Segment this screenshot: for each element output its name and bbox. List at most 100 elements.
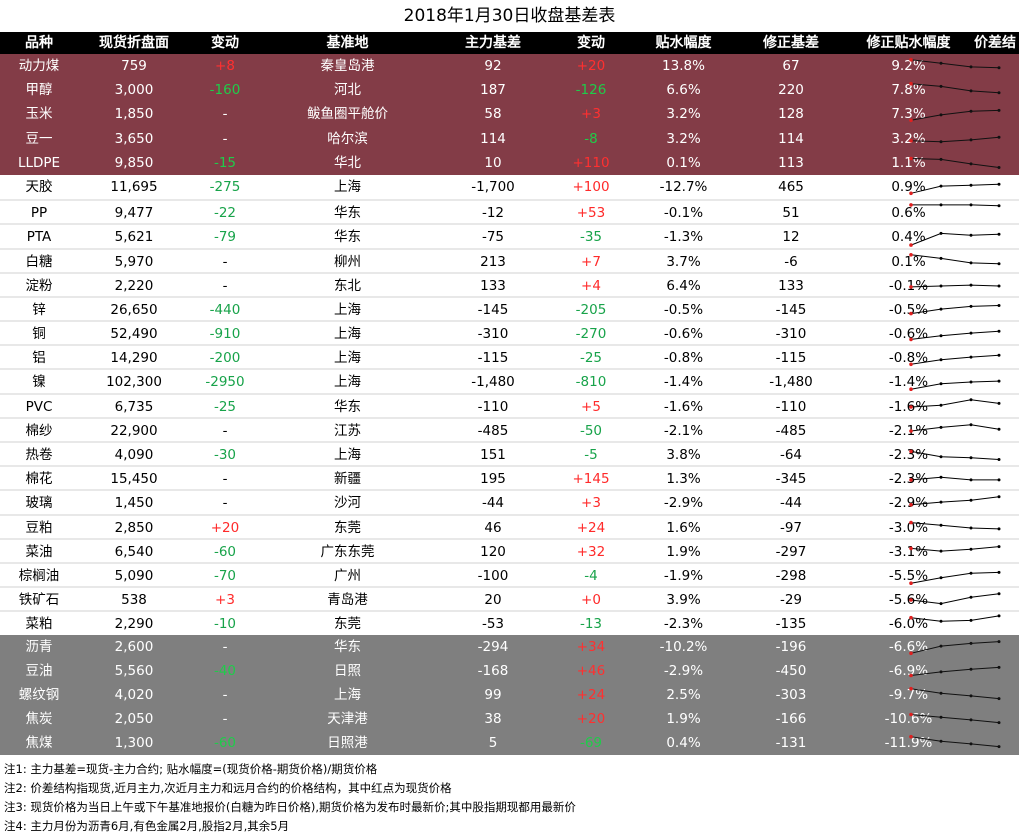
cell-location: 鲅鱼圈平舱价 bbox=[307, 106, 388, 123]
header-structure: 价差结构 bbox=[974, 35, 1016, 73]
cell-variety: LLDPE bbox=[17, 154, 61, 171]
cell-spot: 14,290 bbox=[110, 350, 158, 367]
cell-spot-change: -440 bbox=[209, 301, 241, 318]
cell-location: 东北 bbox=[334, 277, 361, 294]
cell-adj-discount: -2.9% bbox=[888, 495, 929, 512]
contract-price-dot bbox=[997, 261, 1001, 265]
cell-adj-basis: 12 bbox=[782, 229, 800, 246]
cell-adj-discount: -11.9% bbox=[884, 735, 933, 752]
footnotes: 注1: 主力基差=现货-主力合约; 贴水幅度=(现货价格-期货价格)/期货价格 … bbox=[0, 760, 1019, 836]
cell-basis: -1,700 bbox=[471, 178, 515, 195]
cell-spot-change: -2950 bbox=[205, 374, 245, 391]
cell-discount: -12.7% bbox=[659, 178, 708, 195]
cell-location: 上海 bbox=[334, 301, 361, 318]
cell-adj-discount: -0.6% bbox=[888, 326, 929, 343]
table-row: 菜粕 2,290 -10 东莞 -53 -13 -2.3% -135 -6.0% bbox=[0, 610, 1019, 635]
contract-price-dot bbox=[969, 110, 973, 114]
cell-location: 沙河 bbox=[334, 495, 361, 512]
cell-variety: PP bbox=[30, 205, 48, 222]
contract-price-dot bbox=[939, 358, 943, 362]
cell-basis: -12 bbox=[481, 205, 505, 222]
cell-spot: 102,300 bbox=[106, 374, 162, 391]
sparkline-line bbox=[910, 59, 1000, 69]
contract-price-dot bbox=[939, 475, 943, 479]
cell-variety: 甲醇 bbox=[25, 82, 53, 99]
cell-spot-change: -160 bbox=[209, 82, 241, 99]
cell-adj-basis: -131 bbox=[775, 735, 807, 752]
sparkline-line bbox=[910, 304, 1000, 314]
cell-spot: 11,695 bbox=[110, 178, 158, 195]
cell-discount: -10.2% bbox=[659, 638, 708, 655]
cell-spot: 4,090 bbox=[114, 447, 154, 463]
cell-basis-change: -25 bbox=[579, 350, 603, 367]
cell-location: 华北 bbox=[334, 154, 361, 171]
cell-adj-basis: -166 bbox=[775, 711, 807, 728]
contract-price-dot bbox=[969, 571, 973, 575]
cell-discount: -0.6% bbox=[663, 326, 704, 343]
table-row: 铜 52,490 -910 上海 -310 -270 -0.6% -310 -0.6% bbox=[0, 320, 1019, 345]
sparkline-line bbox=[910, 284, 1000, 288]
cell-adj-basis: 220 bbox=[778, 82, 804, 99]
cell-variety: 螺纹钢 bbox=[18, 686, 60, 703]
cell-location: 上海 bbox=[334, 326, 361, 343]
cell-variety: 铜 bbox=[32, 326, 46, 343]
cell-discount: -2.3% bbox=[663, 616, 704, 633]
cell-adj-basis: 465 bbox=[778, 178, 804, 195]
contract-price-dot bbox=[969, 595, 973, 599]
table-row: 动力煤 759 +8 秦皇岛港 92 +20 13.8% 67 9.2% bbox=[0, 54, 1019, 79]
cell-basis-change: +4 bbox=[581, 277, 601, 294]
price-structure-sparkline bbox=[909, 665, 1001, 677]
header-adj-basis: 修正基差 bbox=[763, 35, 819, 51]
cell-basis-change: +3 bbox=[581, 106, 601, 123]
cell-basis: 46 bbox=[484, 519, 502, 536]
cell-adj-discount: -6.6% bbox=[888, 638, 929, 655]
price-structure-sparkline bbox=[909, 57, 1001, 70]
price-structure-sparkline bbox=[909, 329, 1001, 342]
header-location: 基准地 bbox=[326, 35, 369, 51]
table-row: 白糖 5,970 - 柳州 213 +7 3.7% -6 0.1% bbox=[0, 247, 1019, 272]
sparkline-line bbox=[910, 157, 1000, 168]
cell-adj-basis: -303 bbox=[775, 686, 807, 703]
cell-variety: 棉花 bbox=[25, 471, 53, 488]
cell-discount: 3.2% bbox=[666, 130, 701, 147]
cell-basis-change: -5 bbox=[584, 447, 598, 463]
table-row: 热卷 4,090 -30 上海 151 -5 3.8% -64 -2.3% bbox=[0, 441, 1019, 466]
cell-discount: 6.4% bbox=[666, 277, 701, 294]
note-1: 注1: 主力基差=现货-主力合约; 贴水幅度=(现货价格-期货价格)/期货价格 bbox=[4, 762, 378, 776]
header-basis-change: 变动 bbox=[577, 35, 605, 51]
spot-price-dot bbox=[909, 243, 913, 248]
sparkline-line bbox=[910, 666, 1000, 676]
cell-basis-change: +46 bbox=[576, 662, 606, 679]
price-structure-sparkline bbox=[909, 592, 1001, 606]
table-row: 棉纱 22,900 - 江苏 -485 -50 -2.1% -485 -2.1% bbox=[0, 416, 1019, 441]
spot-price-dot bbox=[909, 478, 913, 482]
cell-discount: 13.8% bbox=[662, 58, 705, 74]
cell-discount: -2.1% bbox=[663, 422, 704, 439]
spot-price-dot bbox=[909, 651, 913, 655]
contract-price-dot bbox=[939, 61, 943, 65]
contract-price-dot bbox=[939, 85, 943, 89]
cell-adj-basis: -297 bbox=[775, 543, 807, 560]
sparkline-line bbox=[910, 355, 1000, 366]
table-row: 焦煤 1,300 -60 日照港 5 -69 0.4% -131 -11.9% bbox=[0, 731, 1019, 756]
contract-price-dot bbox=[939, 691, 943, 695]
cell-spot-change: -22 bbox=[213, 205, 237, 222]
table-header: 品种 现货折盘面 变动 基准地 主力基差 变动 贴水幅度 修正基差 修正贴水幅度 价差结构 bbox=[0, 32, 1019, 73]
cell-basis: -485 bbox=[477, 422, 509, 439]
cell-spot: 5,090 bbox=[114, 567, 154, 584]
cell-variety: 热卷 bbox=[25, 447, 53, 463]
cell-location: 天津港 bbox=[327, 711, 368, 728]
contract-price-dot bbox=[997, 570, 1001, 574]
price-structure-sparkline bbox=[909, 109, 1001, 123]
header-spot-change: 变动 bbox=[211, 35, 239, 51]
cell-spot: 2,850 bbox=[114, 519, 154, 536]
cell-spot-change: -70 bbox=[213, 567, 237, 584]
cell-adj-basis: 113 bbox=[778, 154, 804, 171]
contract-price-dot bbox=[969, 742, 973, 746]
cell-adj-discount: -6.0% bbox=[888, 616, 929, 633]
table-row: 铝 14,290 -200 上海 -115 -25 -0.8% -115 -0.8% bbox=[0, 344, 1019, 369]
cell-variety: 豆油 bbox=[25, 662, 53, 679]
cell-adj-discount: -2.3% bbox=[888, 471, 929, 488]
cell-basis: 195 bbox=[480, 471, 506, 488]
cell-spot-change: - bbox=[222, 277, 228, 294]
